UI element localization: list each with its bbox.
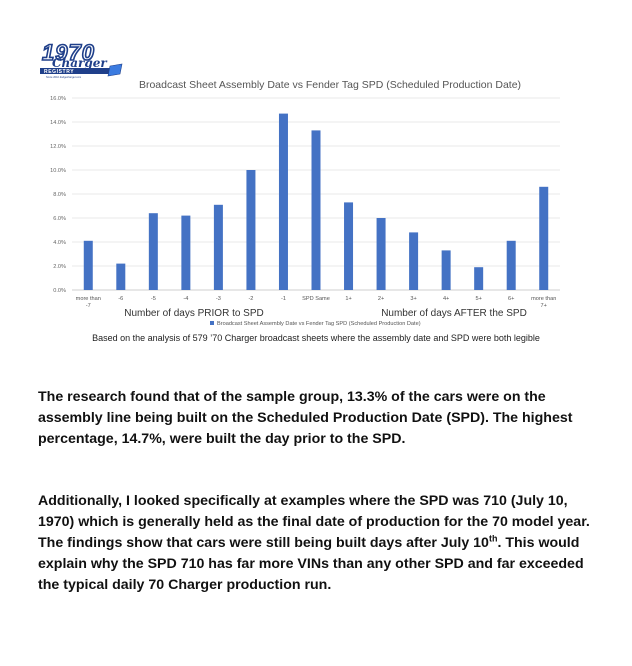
y-tick-label: 0.0%	[53, 288, 66, 294]
chart-title: Broadcast Sheet Assembly Date vs Fender …	[139, 79, 521, 91]
x-axis-ticks: more than -7 -6 -5 -4 -3 -2 -1 SPD Same 1+ 2+ 3+ 4+ 5…	[76, 296, 557, 309]
x-tick-label: -6	[118, 296, 123, 302]
x-tick-label: 3+	[410, 296, 416, 302]
legend-label: Broadcast Sheet Assembly Date vs Fender …	[217, 321, 421, 327]
y-tick-label: 6.0%	[53, 216, 66, 222]
x-tick-label: 6+	[508, 296, 514, 302]
bar	[441, 250, 451, 290]
y-tick-label: 2.0%	[53, 264, 66, 270]
bar	[246, 170, 256, 290]
logo-bar	[40, 68, 110, 74]
logo-sub: REGISTRY	[44, 69, 74, 75]
x-tick-label: -3	[216, 296, 221, 302]
x-tick-label: -1	[281, 296, 286, 302]
chart-caption: Based on the analysis of 579 ’70 Charger…	[92, 333, 540, 343]
y-axis-ticks: 0.0% 2.0% 4.0% 6.0% 8.0% 10.0% 12.0% 14.0% 16.0%	[50, 96, 66, 294]
x-axis-label-prior: Number of days PRIOR to SPD	[124, 308, 264, 319]
x-tick-label: -2	[248, 296, 253, 302]
bar	[474, 267, 484, 290]
x-tick-label: SPD Same	[302, 296, 330, 302]
y-tick-label: 14.0%	[50, 120, 66, 126]
y-tick-label: 16.0%	[50, 96, 66, 102]
bar	[539, 186, 549, 290]
bar	[83, 240, 93, 290]
bar	[376, 218, 386, 290]
x-tick-label: more than -7	[76, 296, 101, 309]
charger-registry-logo: 1970 Charger REGISTRY Since 2010 dodgech…	[40, 40, 123, 79]
bars	[83, 113, 549, 290]
bar	[213, 204, 223, 290]
paragraph-spd-710-end: . This would explain why the SPD 710 has…	[38, 535, 584, 593]
x-tick-label: -5	[151, 296, 156, 302]
y-tick-label: 10.0%	[50, 168, 66, 174]
paragraph-findings: The research found that of the sample gr…	[38, 389, 573, 447]
x-tick-label: more than 7+	[531, 296, 556, 309]
paragraph-spd-710-main: Additionally, I looked specifically at e…	[38, 493, 590, 551]
ordinal-suffix: th	[488, 533, 498, 544]
legend-swatch	[210, 321, 214, 325]
x-tick-label: -4	[183, 296, 188, 302]
logo-script: Charger	[52, 56, 108, 70]
logo-flag-icon	[107, 63, 123, 77]
x-axis-label-after: Number of days AFTER the SPD	[381, 308, 527, 319]
bar	[409, 232, 419, 290]
x-tick-label: 5+	[475, 296, 481, 302]
y-tick-label: 4.0%	[53, 240, 66, 246]
y-tick-label: 12.0%	[50, 144, 66, 150]
y-tick-label: 8.0%	[53, 192, 66, 198]
bar	[506, 240, 516, 290]
paragraph-spd-710: Additionally, I looked specifically at e…	[38, 491, 598, 596]
bar	[181, 215, 191, 290]
bar	[116, 263, 126, 290]
logo-year: 1970	[42, 40, 95, 65]
x-tick-label: 2+	[378, 296, 384, 302]
x-tick-label: 1+	[345, 296, 351, 302]
bar	[311, 130, 321, 290]
bar	[148, 213, 158, 290]
x-tick-label: 4+	[443, 296, 449, 302]
logo-tagline: Since 2010 dodgecharger.com	[46, 75, 81, 79]
bar	[278, 113, 288, 290]
chart: Broadcast Sheet Assembly Date vs Fender …	[50, 79, 560, 327]
bar	[344, 202, 354, 290]
